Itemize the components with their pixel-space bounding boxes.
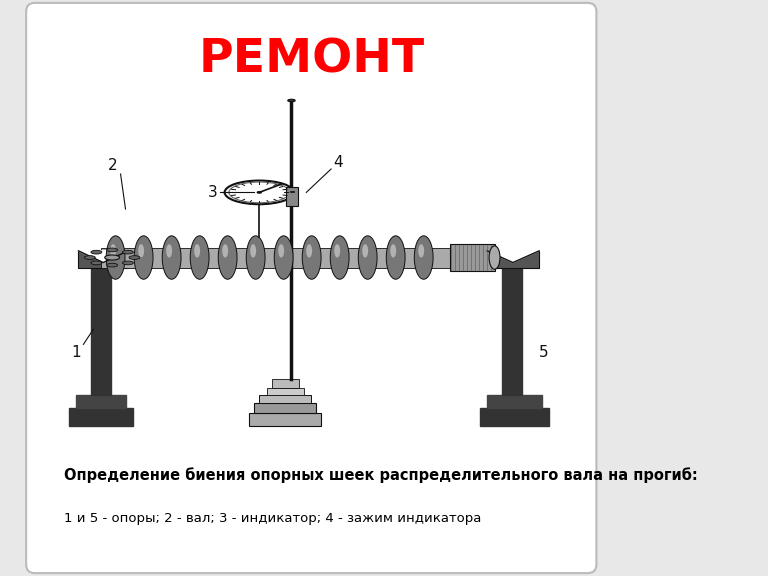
Text: 1 и 5 - опоры; 2 - вал; 3 - индикатор; 4 - зажим индикатора: 1 и 5 - опоры; 2 - вал; 3 - индикатор; 4… [64,512,481,525]
Ellipse shape [122,251,134,254]
Ellipse shape [91,261,102,265]
Ellipse shape [84,256,95,259]
Bar [68,408,133,426]
Text: Определение биения опорных шеек распределительного вала на прогиб:: Определение биения опорных шеек распреде… [64,467,697,483]
Ellipse shape [288,99,295,102]
Ellipse shape [358,236,377,279]
Ellipse shape [129,256,140,259]
Bar [487,251,539,267]
Ellipse shape [247,236,265,279]
Text: 2: 2 [108,158,118,173]
Ellipse shape [303,236,321,279]
Ellipse shape [106,236,125,279]
Ellipse shape [257,192,261,193]
Bar [502,267,521,395]
Ellipse shape [224,180,294,204]
Ellipse shape [278,244,284,257]
Bar [450,244,495,271]
Ellipse shape [166,244,172,257]
Text: 3: 3 [207,185,217,200]
Text: 5: 5 [539,345,549,360]
FancyBboxPatch shape [26,3,597,573]
Bar [254,403,316,413]
Bar [250,413,321,426]
Ellipse shape [107,263,118,267]
Bar [91,267,111,395]
Ellipse shape [419,244,424,257]
Ellipse shape [122,261,134,265]
Text: РЕМОНТ: РЕМОНТ [198,38,425,83]
Ellipse shape [138,244,144,257]
Bar [286,187,298,206]
Ellipse shape [222,244,228,257]
Ellipse shape [190,236,209,279]
Ellipse shape [104,255,120,260]
Text: 4: 4 [334,155,343,170]
Ellipse shape [107,248,118,252]
Ellipse shape [362,244,368,257]
Ellipse shape [250,244,257,257]
Bar [101,248,495,267]
Bar [272,380,299,388]
Ellipse shape [390,244,396,257]
Ellipse shape [194,244,200,257]
Bar [266,388,304,395]
Ellipse shape [414,236,433,279]
Ellipse shape [91,251,102,254]
Ellipse shape [386,236,405,279]
Ellipse shape [110,244,116,257]
Bar [78,251,128,267]
Ellipse shape [274,236,293,279]
Bar [487,395,541,408]
Bar [480,408,549,426]
Text: 1: 1 [71,345,81,360]
Ellipse shape [334,244,340,257]
Bar [76,395,125,408]
Ellipse shape [162,236,181,279]
Polygon shape [487,251,539,263]
Ellipse shape [229,182,290,203]
Ellipse shape [330,236,349,279]
Ellipse shape [489,246,500,269]
Polygon shape [78,251,128,263]
Ellipse shape [218,236,237,279]
Ellipse shape [306,244,312,257]
Ellipse shape [134,236,153,279]
Bar [260,395,311,403]
